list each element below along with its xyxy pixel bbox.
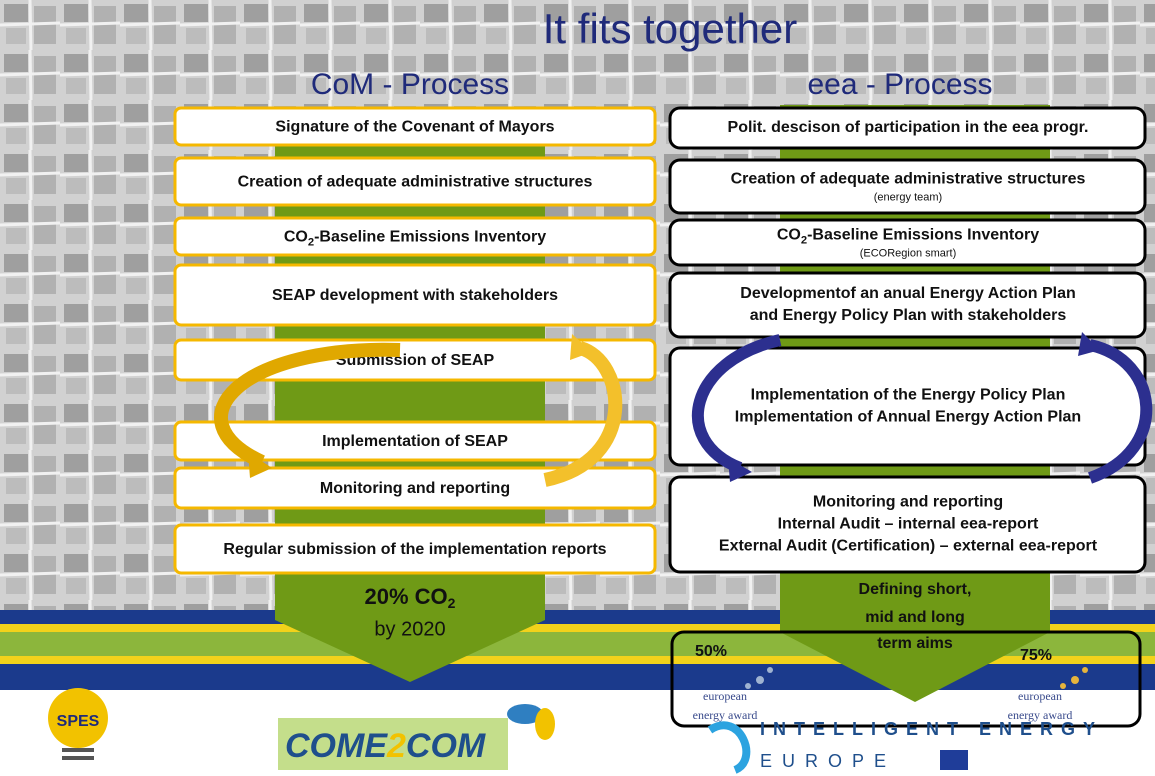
spes-logo [48,688,108,748]
stripe [0,656,1155,664]
ie-logo-text: INTELLIGENT ENERGY [760,719,1103,739]
step-box [173,106,657,147]
cycle-arrow [1078,332,1100,356]
step-text: Regular submission of the implementation… [223,541,606,558]
goal: term aims [877,635,953,652]
step-box [668,271,1147,339]
subscript: 2 [801,234,807,246]
heading: CoM - Process [311,68,509,101]
subscript: 2 [308,236,314,248]
step-box [173,156,657,207]
step-text: Monitoring and reporting [813,494,1003,511]
step-text: Creation of adequate administrative stru… [238,174,593,191]
step-box [173,263,657,327]
cycle-arrow [543,341,623,487]
cycle-arrow [214,342,401,469]
cycle-arrow [692,334,782,474]
step-box [668,158,1147,215]
step-text: External Audit (Certification) – externa… [719,538,1098,555]
cycle-arrow [570,334,592,360]
award-name: european [1018,689,1062,703]
step-text-part: CO [284,229,308,246]
step-text: Implementation of SEAP [322,433,508,450]
step-text: Implementation of the Energy Policy Plan [751,387,1066,404]
ie-logo [707,721,751,774]
heading: eea - Process [807,68,992,101]
step-box [173,338,657,382]
awards-box [670,630,1142,728]
award-stars [745,667,773,689]
goal: Defining short, [859,581,972,598]
eu-flag [940,750,968,770]
cycle-arrow [1087,339,1153,484]
goal: mid and long [865,609,965,626]
step-text-part: CO [777,227,801,244]
spes-logo-text: SPES [57,713,100,730]
goal: by 2020 [374,618,445,640]
step-box [668,106,1147,150]
goal: 20% CO2 [365,584,456,611]
step-note: (energy team) [874,191,942,203]
step-text: and Energy Policy Plan with stakeholders [750,307,1067,324]
award-percent: 50% [695,643,727,660]
step-note: (ECORegion smart) [860,247,957,259]
step-box [173,466,657,510]
step-box [668,475,1147,574]
cycle-arrow [728,458,752,482]
step-text-part: -Baseline Emissions Inventory [314,229,546,246]
ie-logo-text: EUROPE [760,751,896,771]
stripe [0,664,1155,690]
step-box [173,216,657,257]
spes-logo [62,756,94,760]
step-text: Signature of the Covenant of Mayors [275,119,554,136]
step-text: Implementation of Annual Energy Action P… [735,409,1081,426]
step-text: Monitoring and reporting [320,480,510,497]
step-text: SEAP development with stakeholders [272,287,558,304]
award-name: european [703,689,747,703]
cycle-arrow [248,452,272,478]
step-text: Polit. descison of participation in the … [728,119,1089,136]
step-text: CO2-Baseline Emissions Inventory [777,227,1039,247]
award-percent: 75% [1020,647,1052,664]
step-text: Developmentof an anual Energy Action Pla… [740,285,1075,302]
step-text-part: -Baseline Emissions Inventory [807,227,1039,244]
spes-logo [62,748,94,752]
step-box [173,420,657,462]
award-name: energy award [1008,708,1073,722]
award-stars [1060,667,1088,689]
come2com-leaf [507,704,543,724]
come2com-logo-text: COME2COM [285,727,486,765]
step-box [668,218,1147,267]
come2com-leaf [535,708,555,740]
title: It fits together [543,5,797,52]
step-text: Internal Audit – internal eea-report [778,516,1039,533]
step-box [668,346,1147,467]
step-text: Creation of adequate administrative stru… [731,171,1086,188]
step-box [173,523,657,575]
award-name: energy award [693,708,758,722]
stripe [0,624,1155,632]
step-text: CO2-Baseline Emissions Inventory [284,229,546,249]
come2com-logo [278,718,508,770]
